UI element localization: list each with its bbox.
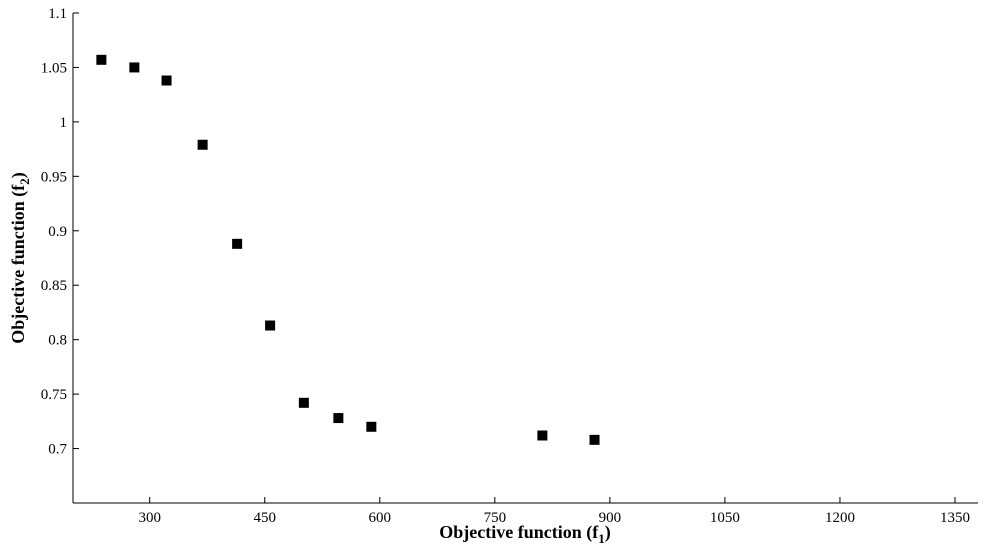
- y-tick-label: 1.05: [41, 60, 67, 76]
- data-point: [537, 430, 548, 441]
- data-point: [232, 238, 243, 249]
- data-point: [298, 397, 309, 408]
- y-tick-label: 0.75: [41, 387, 67, 403]
- data-point: [366, 421, 377, 432]
- x-axis-title-end: ): [605, 522, 611, 543]
- data-point: [197, 139, 208, 150]
- x-tick-label: 1200: [825, 510, 855, 526]
- data-points: [96, 54, 600, 445]
- x-axis-title-main: Objective function (f: [439, 522, 599, 543]
- data-point: [161, 75, 172, 86]
- y-tick-label: 0.9: [48, 224, 67, 240]
- x-tick-label: 1050: [710, 510, 740, 526]
- y-tick-label: 0.95: [41, 169, 67, 185]
- data-point: [589, 434, 600, 445]
- y-axis-title-subscript: 2: [17, 178, 32, 185]
- x-axis-title: Objective function (f1): [439, 522, 610, 546]
- data-point: [265, 320, 276, 331]
- y-tick-label: 0.8: [48, 333, 67, 349]
- x-tick-label: 450: [253, 510, 276, 526]
- axes: [72, 13, 978, 504]
- data-point: [96, 54, 107, 65]
- x-axis-title-subscript: 1: [598, 531, 605, 546]
- x-tick-label: 900: [599, 510, 622, 526]
- y-tick-label: 1: [60, 115, 68, 131]
- x-tick-label: 300: [138, 510, 161, 526]
- x-tick-label: 600: [369, 510, 392, 526]
- x-tick-label: 750: [484, 510, 507, 526]
- x-tick-label: 1350: [940, 510, 970, 526]
- y-tick-label: 0.7: [48, 442, 67, 458]
- y-axis-title: Objective function (f2): [8, 172, 32, 343]
- data-point: [333, 413, 344, 424]
- data-point: [129, 62, 140, 73]
- y-axis-title-main: Objective function (f: [8, 184, 29, 344]
- y-tick-label: 0.85: [41, 278, 67, 294]
- y-ticks: 0.7 0.75 0.8 0.85 0.9 0.95 1 1.05 1.1: [41, 6, 79, 458]
- x-ticks: 300 450 600 750 900 1050 1200 1350: [138, 497, 970, 526]
- y-tick-label: 1.1: [48, 6, 67, 22]
- y-axis-title-end: ): [8, 172, 29, 178]
